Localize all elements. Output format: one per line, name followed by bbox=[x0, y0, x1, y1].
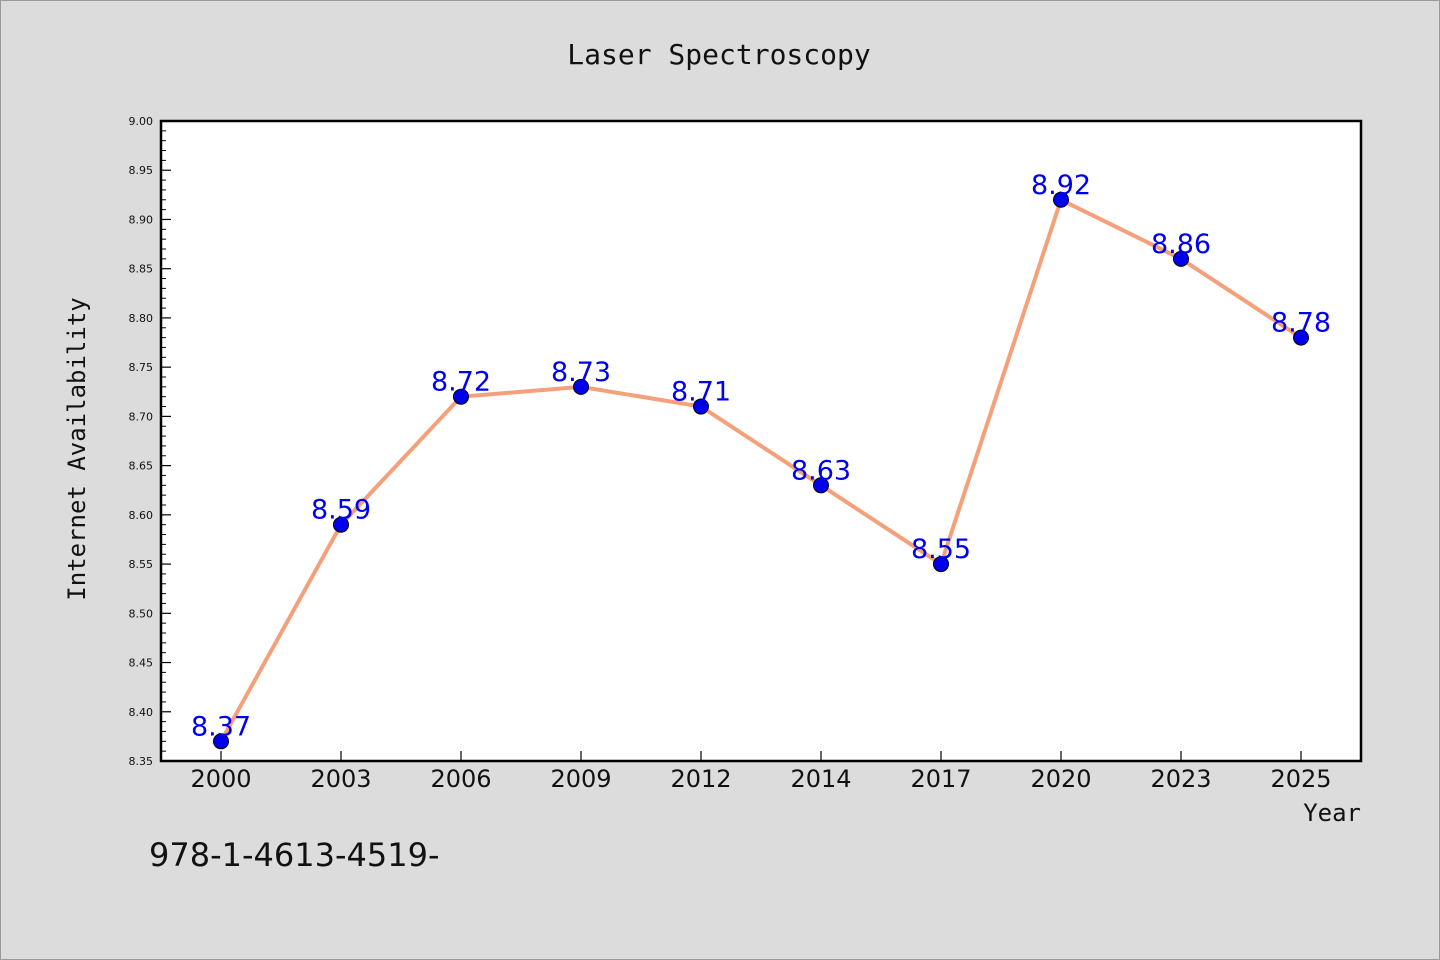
data-label: 8.78 bbox=[1271, 308, 1331, 339]
y-tick-label: 8.50 bbox=[129, 607, 154, 620]
footer-code: 978-1-4613-4519- bbox=[149, 836, 440, 874]
data-label: 8.59 bbox=[311, 495, 371, 526]
y-axis-ticks: 8.35 8.40 8.45 8.50 8.55 8.60 8.65 8.70 8.75 8.80… bbox=[129, 115, 171, 768]
plot-area bbox=[159, 119, 1363, 763]
x-tick-label: 2009 bbox=[550, 765, 611, 793]
data-point bbox=[453, 388, 469, 405]
x-tick-label: 2025 bbox=[1270, 765, 1331, 793]
chart-title: Laser Spectroscopy bbox=[567, 38, 870, 71]
x-tick-label: 2012 bbox=[670, 765, 731, 793]
x-tick-label: 2017 bbox=[910, 765, 971, 793]
data-label: 8.73 bbox=[551, 357, 611, 388]
x-tick-label: 2000 bbox=[190, 765, 251, 793]
series-layer: 8.37 8.59 8.72 8.73 8.71 8.63 8.55 8.92 8.86 8.78 bbox=[191, 170, 1331, 750]
y-tick-label: 8.40 bbox=[129, 706, 154, 719]
x-tick-label: 2003 bbox=[310, 765, 371, 793]
x-tick-label: 2020 bbox=[1030, 765, 1091, 793]
data-point bbox=[693, 398, 709, 415]
data-point bbox=[573, 378, 589, 395]
y-tick-label: 8.75 bbox=[129, 361, 154, 374]
x-axis-label: Year bbox=[1303, 799, 1361, 827]
data-point bbox=[813, 477, 829, 494]
y-tick-label: 9.00 bbox=[129, 115, 154, 128]
y-tick-label: 8.95 bbox=[129, 164, 154, 177]
data-label: 8.63 bbox=[791, 455, 851, 486]
data-label: 8.72 bbox=[431, 367, 491, 398]
y-tick-label: 8.55 bbox=[129, 558, 154, 571]
data-label: 8.55 bbox=[911, 534, 971, 565]
data-label: 8.37 bbox=[191, 711, 251, 742]
y-tick-label: 8.45 bbox=[129, 657, 154, 670]
y-tick-label: 8.70 bbox=[129, 410, 154, 423]
data-label: 8.92 bbox=[1031, 170, 1091, 201]
y-tick-label: 8.60 bbox=[129, 509, 154, 522]
y-tick-label: 8.80 bbox=[129, 312, 154, 325]
x-tick-label: 2014 bbox=[790, 765, 851, 793]
y-tick-label: 8.65 bbox=[129, 460, 154, 473]
series-line bbox=[219, 197, 1303, 743]
data-point bbox=[333, 516, 349, 533]
x-tick-label: 2006 bbox=[430, 765, 491, 793]
x-tick-label: 2023 bbox=[1150, 765, 1211, 793]
data-point bbox=[1053, 191, 1069, 208]
data-point bbox=[933, 556, 949, 573]
data-label: 8.86 bbox=[1151, 229, 1211, 260]
data-point bbox=[1293, 329, 1309, 346]
y-axis-label: Internet Availability bbox=[63, 297, 91, 600]
data-point bbox=[1173, 250, 1189, 267]
data-label: 8.71 bbox=[671, 377, 731, 408]
x-axis-ticks: 2000 2003 2006 2009 2012 2014 2017 2020 2023 2025 bbox=[190, 751, 1332, 793]
y-tick-label: 8.90 bbox=[129, 213, 154, 226]
data-point bbox=[213, 733, 229, 750]
y-tick-label: 8.35 bbox=[129, 755, 154, 768]
y-tick-label: 8.85 bbox=[129, 263, 154, 276]
